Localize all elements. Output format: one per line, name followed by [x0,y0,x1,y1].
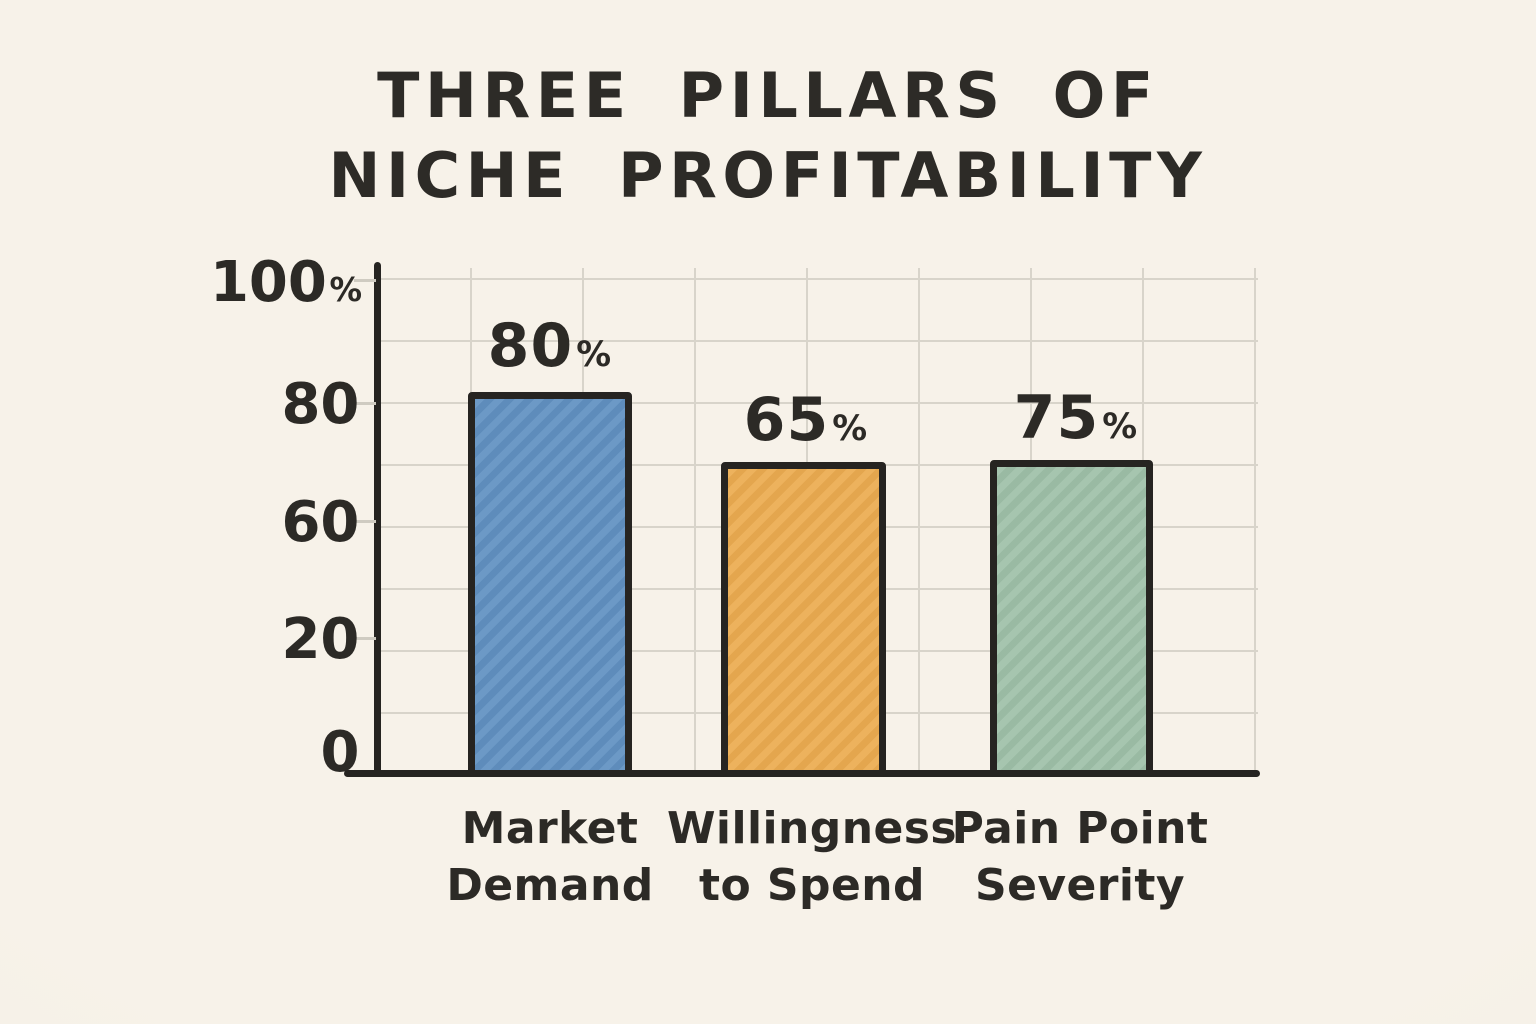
bar-market-demand [468,392,632,777]
chart-title-line2: NICHE PROFITABILITY [328,139,1208,212]
y-axis-label-100-number: 100 [209,250,327,315]
y-axis-label-20: 20 [196,609,362,671]
bar-value-number: 80 [487,311,574,381]
bar-willingness-to-spend [721,462,886,777]
x-axis-label-line2: Demand [446,860,654,911]
y-tick-mark-20 [354,637,376,640]
y-axis-label-100-suffix: % [329,271,362,309]
bar-value-suffix: % [1102,407,1139,447]
x-axis-label-line2: Severity [974,860,1186,911]
bar-value-label-pain-point-severity: 75% [966,382,1186,454]
y-axis-label-60: 60 [196,492,362,554]
bar-value-suffix: % [832,409,869,449]
bar-value-number: 65 [743,385,830,455]
y-tick-mark-60 [354,520,376,523]
y-axis-label-100: 100% [196,252,362,314]
y-axis-label-0-number: 0 [320,720,360,785]
y-axis-label-20-number: 20 [281,607,360,672]
x-axis-label-market-demand: Market Demand [390,800,710,914]
x-axis-label-line1: Market [461,803,639,854]
x-axis-label-willingness-to-spend: Willingness to Spend [652,800,972,914]
y-axis-label-0: 0 [196,722,362,784]
bar-value-suffix: % [576,335,613,375]
bar-value-label-market-demand: 80% [440,310,660,382]
y-axis-label-80-number: 80 [281,372,360,437]
x-axis-label-line2: to Spend [699,860,925,911]
chart-title: THREE PILLARS OF NICHE PROFITABILITY [0,56,1536,216]
y-tick-mark-100 [354,279,376,282]
bar-value-number: 75 [1013,383,1100,453]
x-axis-label-line1: Pain Point [951,803,1209,854]
y-tick-mark-80 [354,402,376,405]
y-axis-label-60-number: 60 [281,490,360,555]
x-axis-label-pain-point-severity: Pain Point Severity [920,800,1240,914]
bar-pain-point-severity [990,460,1153,777]
bar-value-label-willingness-to-spend: 65% [696,384,916,456]
chart-title-line1: THREE PILLARS OF [377,59,1159,132]
x-axis-label-line1: Willingness [666,803,958,854]
y-axis-label-80: 80 [196,374,362,436]
y-axis-line [374,262,381,777]
